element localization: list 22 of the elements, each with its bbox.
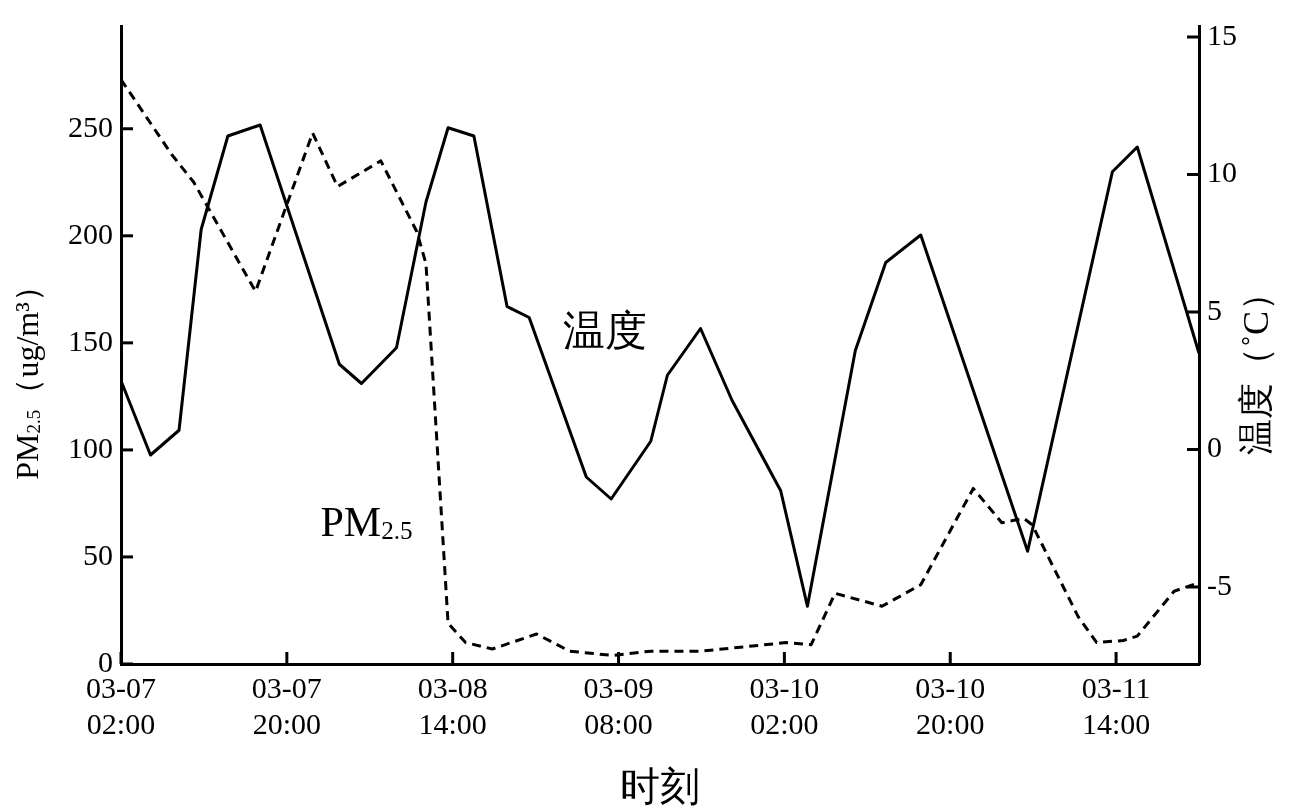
y2-tick-label: 15 [1207,17,1237,51]
x-axis-title: 时刻 [620,764,700,809]
y2-tick-label: 0 [1207,430,1222,464]
y2-tick-label: 5 [1207,292,1222,326]
x-tick-label: 03-08 14:00 [417,670,488,740]
y-tick-label: 150 [68,323,113,357]
y-tick-label: 200 [68,216,113,250]
y-axis-title: PM2.5（ug/m³） [9,270,45,480]
x-tick-label: 03-11 14:00 [1081,670,1151,740]
y2-tick-label: -5 [1207,567,1232,601]
x-tick-label: 03-07 20:00 [251,670,322,740]
y-tick-label: 50 [83,537,113,571]
y-tick-label: 250 [68,109,113,143]
x-tick-label: 03-09 08:00 [583,670,654,740]
y-tick-label: 100 [68,430,113,464]
y-tick-label: 0 [98,644,113,678]
series-label: PM2.5 [320,499,413,546]
series-label: 温度 [562,308,647,354]
y2-tick-label: 10 [1207,155,1237,189]
y2-axis-title: 温度（˚C） [1236,275,1276,455]
x-tick-label: 03-10 20:00 [915,670,986,740]
x-tick-label: 03-10 02:00 [749,670,820,740]
